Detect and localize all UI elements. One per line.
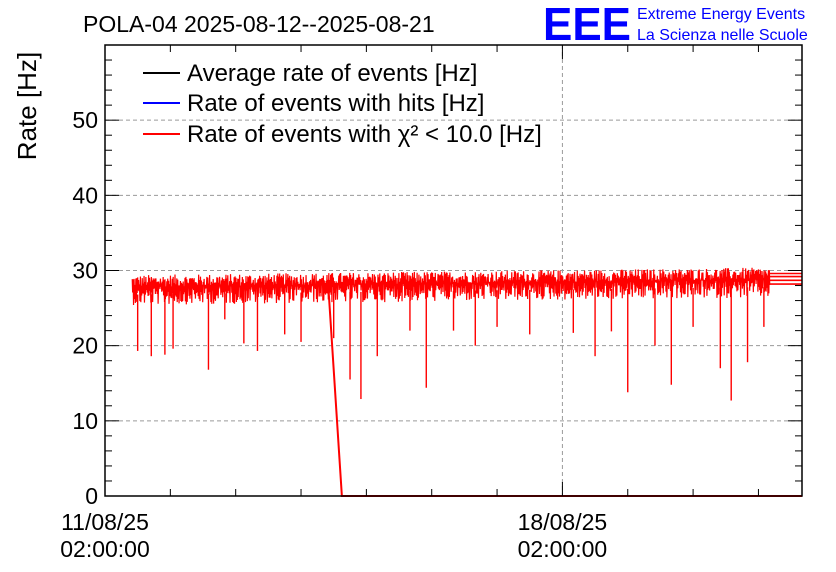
tick-labels: 0102030405011/08/2502:00:0018/08/2502:00… xyxy=(60,107,607,562)
x-tick-time: 02:00:00 xyxy=(60,536,150,562)
x-tick-date: 11/08/25 xyxy=(61,509,149,535)
y-tick-label: 0 xyxy=(85,483,98,509)
legend-label: Rate of events with χ² < 10.0 [Hz] xyxy=(187,121,542,148)
plot-area xyxy=(131,267,802,497)
y-tick-label: 30 xyxy=(72,258,98,284)
logo-line-1: Extreme Energy Events xyxy=(637,6,805,23)
logo-line-2: La Scienza nelle Scuole xyxy=(637,27,808,44)
eee-logo: EEE Extreme Energy Events La Scienza nel… xyxy=(543,0,808,50)
y-tick-label: 40 xyxy=(72,182,98,208)
axes xyxy=(104,44,803,497)
x-tick-time: 02:00:00 xyxy=(518,536,608,562)
x-tick-date: 18/08/25 xyxy=(518,509,608,535)
y-tick-label: 50 xyxy=(72,107,98,133)
legend: Average rate of events [Hz] Rate of event… xyxy=(143,60,542,148)
legend-label: Average rate of events [Hz] xyxy=(187,60,477,87)
logo-mark: EEE xyxy=(543,0,631,50)
legend-label: Rate of events with hits [Hz] xyxy=(187,90,484,117)
grid-lines xyxy=(105,45,802,496)
y-tick-label: 10 xyxy=(72,408,98,434)
series-chi2-band xyxy=(131,267,771,306)
chart-title: POLA-04 2025-08-12--2025-08-21 xyxy=(83,11,435,37)
y-axis-label: Rate [Hz] xyxy=(12,52,42,160)
y-tick-label: 20 xyxy=(72,333,98,359)
